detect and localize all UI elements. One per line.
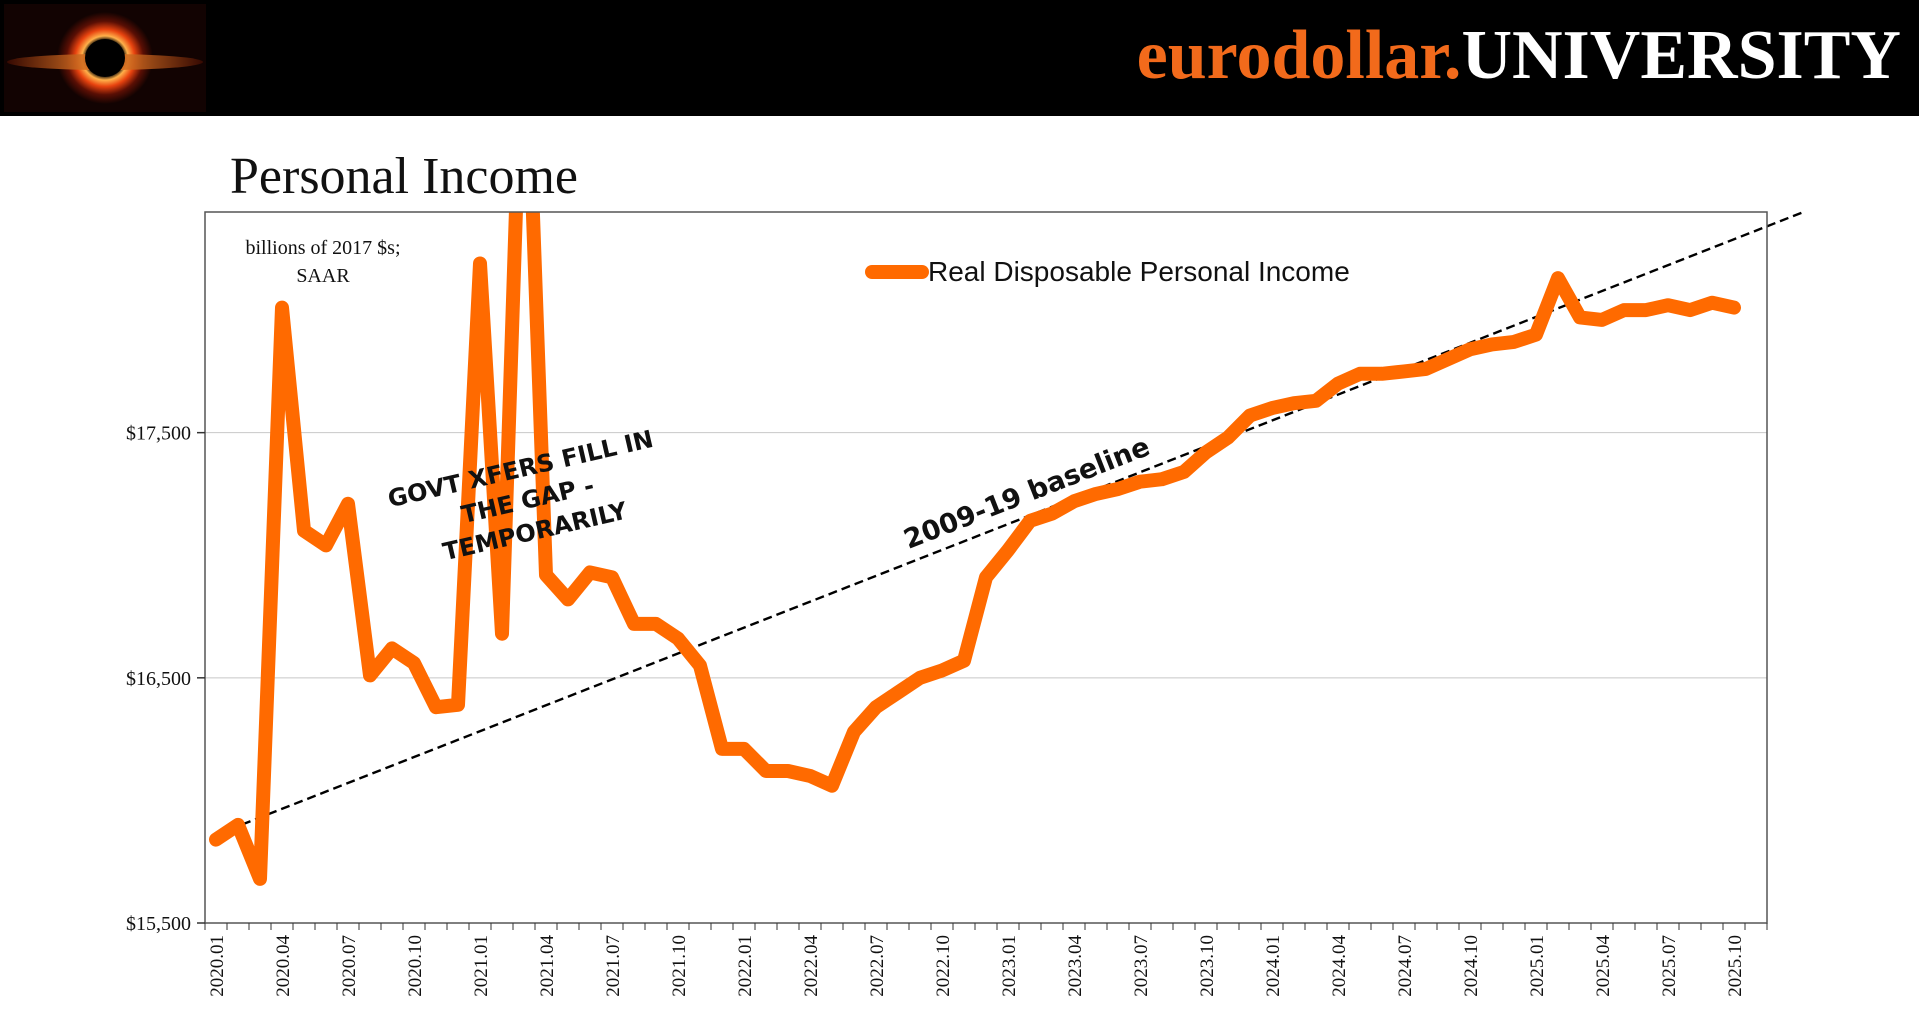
y-axis: $15,500 $16,500 $17,500 <box>126 423 205 935</box>
x-tick-label: 2025.07 <box>1659 935 1680 997</box>
x-tick-label: 2024.04 <box>1329 935 1350 997</box>
unit-note: SAAR <box>296 265 350 287</box>
plot-frame <box>204 211 1768 924</box>
y-tick-label: $15,500 <box>126 913 191 935</box>
header-bar: eurodollar.UNIVERSITY <box>0 0 1919 116</box>
y-tick-label: $17,500 <box>126 423 191 445</box>
legend-label: Real Disposable Personal Income <box>928 256 1350 287</box>
x-tick-label: 2021.07 <box>603 935 624 997</box>
x-tick-label: 2020.01 <box>207 935 228 997</box>
x-tick-label: 2024.07 <box>1395 935 1416 997</box>
x-tick-label: 2023.04 <box>1065 935 1086 997</box>
x-tick-label: 2021.10 <box>669 935 690 997</box>
annotation: GOVT XFERS FILL IN THE GAP - TEMPORARILY <box>385 425 656 566</box>
x-tick-label: 2021.04 <box>537 935 558 997</box>
series-layer <box>209 212 1741 886</box>
x-tick-label: 2025.10 <box>1725 935 1746 997</box>
x-axis: 2020.01 2020.04 2020.07 2020.10 2021.01 2021.… <box>204 923 1768 997</box>
x-tick-label: 2023.10 <box>1197 935 1218 997</box>
x-tick-label: 2022.07 <box>867 935 888 997</box>
x-tick-label: 2021.01 <box>471 935 492 997</box>
x-tick-label: 2025.01 <box>1527 935 1548 997</box>
series-line <box>209 212 1741 886</box>
legend: Real Disposable Personal Income <box>865 256 1350 287</box>
x-tick-label: 2023.07 <box>1131 935 1152 997</box>
x-tick-label: 2020.07 <box>339 935 360 997</box>
x-tick-label: 2022.04 <box>801 935 822 997</box>
brand-wordmark: eurodollar.UNIVERSITY <box>1137 14 1901 98</box>
x-tick-label: 2022.01 <box>735 935 756 997</box>
x-tick-label: 2024.01 <box>1263 935 1284 997</box>
x-tick-label: 2023.01 <box>999 935 1020 997</box>
black-hole-logo-icon <box>4 4 206 112</box>
brand-part2: UNIVERSITY <box>1461 17 1901 94</box>
x-tick-label: 2020.10 <box>405 935 426 997</box>
x-tick-label: 2024.10 <box>1461 935 1482 997</box>
unit-note: billions of 2017 $s; <box>245 237 400 259</box>
brand-part1: eurodollar. <box>1136 17 1462 94</box>
page-title: Personal Income <box>230 148 579 205</box>
x-tick-label: 2022.10 <box>933 935 954 997</box>
x-tick-label: 2020.04 <box>273 935 294 997</box>
x-tick-label: 2025.04 <box>1593 935 1614 997</box>
y-tick-label: $16,500 <box>126 668 191 690</box>
